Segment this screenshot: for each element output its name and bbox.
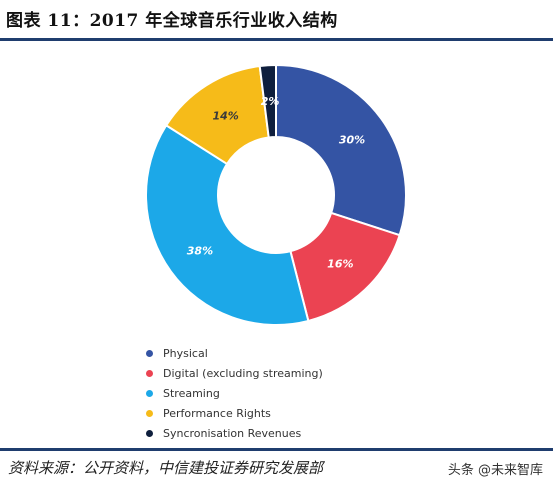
- legend-label: Syncronisation Revenues: [163, 426, 302, 440]
- watermark: 头条 @未来智库: [447, 463, 543, 478]
- slice-syncronisation-revenues: [258, 63, 277, 139]
- legend-label: Digital (excluding streaming): [163, 366, 323, 380]
- legend-swatch: [146, 369, 153, 377]
- slice-streaming: [145, 123, 310, 326]
- slice-physical: [275, 63, 407, 237]
- legend-swatch: [146, 429, 153, 437]
- chart-legend: Physical Digital (excluding streaming) Str…: [146, 343, 323, 443]
- chart-slice-labels: 30% 16% 38% 14% 2%: [187, 95, 365, 270]
- legend-label: Performance Rights: [163, 406, 271, 420]
- slice-label: 14%: [212, 110, 238, 123]
- chart-slices: [145, 63, 407, 326]
- slice-label: 16%: [327, 258, 353, 271]
- legend-item: Streaming: [146, 383, 323, 403]
- chart-title: 图表 11：2017 年全球音乐行业收入结构: [6, 11, 338, 31]
- legend-item: Physical: [146, 343, 323, 363]
- legend-item: Performance Rights: [146, 403, 323, 423]
- title-divider: [0, 38, 553, 41]
- legend-label: Physical: [163, 346, 208, 360]
- footer-divider: [0, 448, 553, 451]
- slice-label: 30%: [339, 134, 365, 147]
- donut-chart: 30% 16% 38% 14% 2%: [145, 63, 407, 326]
- legend-label: Streaming: [163, 386, 220, 400]
- legend-item: Syncronisation Revenues: [146, 423, 323, 443]
- legend-swatch: [146, 389, 153, 397]
- legend-swatch: [146, 409, 153, 417]
- legend-item: Digital (excluding streaming): [146, 363, 323, 383]
- source-note: 资料来源：公开资料，中信建投证券研究发展部: [8, 459, 324, 477]
- slice-label: 38%: [187, 244, 213, 257]
- legend-swatch: [146, 349, 153, 357]
- slice-label: 2%: [261, 95, 280, 108]
